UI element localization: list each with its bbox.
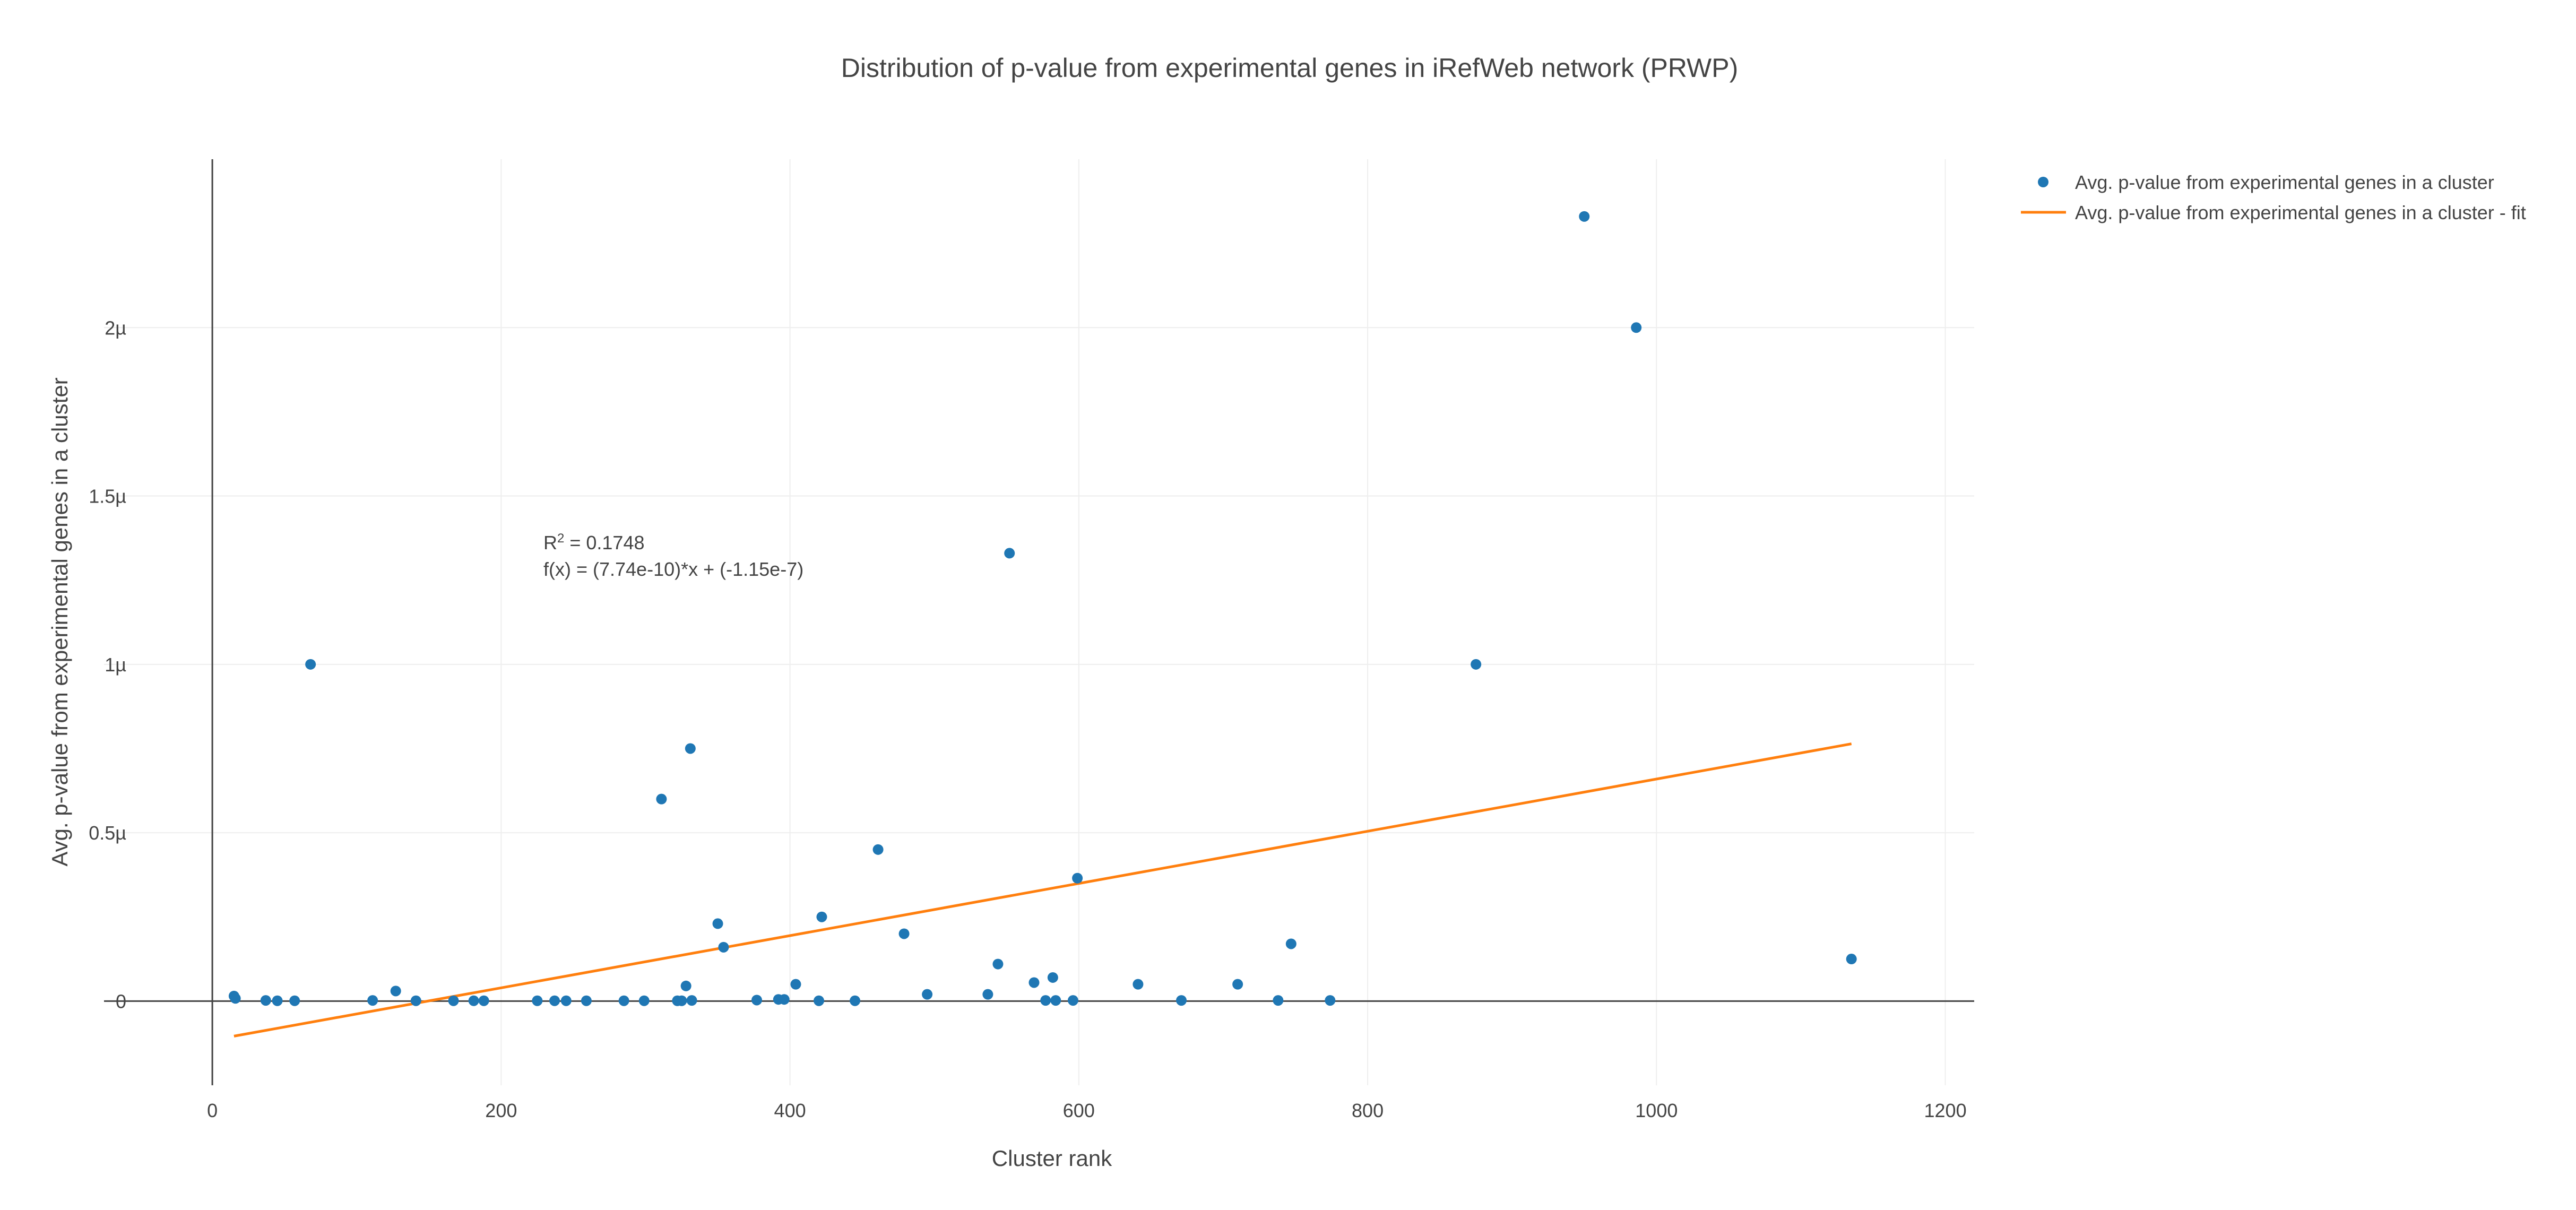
data-point[interactable] — [410, 995, 421, 1006]
data-point[interactable] — [638, 995, 650, 1006]
data-point[interactable] — [1325, 995, 1336, 1006]
x-tick-label: 200 — [485, 1100, 517, 1121]
data-point[interactable] — [468, 995, 479, 1006]
legend: Avg. p-value from experimental genes in … — [2021, 171, 2526, 223]
r-squared-value: = 0.1748 — [564, 532, 644, 554]
data-point[interactable] — [1067, 995, 1078, 1006]
data-point[interactable] — [898, 928, 910, 939]
data-point[interactable] — [680, 980, 691, 991]
data-point[interactable] — [1285, 938, 1296, 949]
data-point[interactable] — [1631, 322, 1642, 333]
legend-item-fit[interactable]: Avg. p-value from experimental genes in … — [2021, 202, 2526, 223]
data-point[interactable] — [581, 995, 592, 1006]
data-point[interactable] — [992, 958, 1004, 970]
x-tick-label: 1000 — [1635, 1100, 1678, 1121]
data-point[interactable] — [390, 986, 401, 997]
x-gridlines — [500, 159, 1946, 1085]
data-point[interactable] — [532, 995, 543, 1006]
y-tick-label: 0 — [116, 990, 126, 1012]
legend-marker-points — [2038, 177, 2048, 187]
data-point[interactable] — [367, 995, 378, 1006]
data-point[interactable] — [779, 994, 790, 1005]
data-point[interactable] — [922, 989, 933, 1000]
data-point[interactable] — [718, 941, 729, 953]
y-axis-title: Avg. p-value from experimental genes in … — [47, 377, 72, 866]
chart-title: Distribution of p-value from experimenta… — [841, 53, 1739, 83]
data-point[interactable] — [850, 995, 861, 1006]
x-tick-labels: 0 200 400 600 800 1000 1200 — [207, 1100, 1967, 1121]
data-point[interactable] — [1579, 211, 1590, 222]
x-tick-label: 600 — [1063, 1100, 1095, 1121]
data-point[interactable] — [1047, 972, 1058, 983]
data-point[interactable] — [305, 659, 316, 670]
r-squared-superscript: 2 — [557, 531, 564, 546]
y-tick-label: 0.5µ — [89, 822, 126, 844]
data-point[interactable] — [676, 995, 687, 1006]
data-point[interactable] — [448, 995, 459, 1006]
data-point[interactable] — [1273, 995, 1284, 1006]
data-point[interactable] — [272, 995, 283, 1006]
fit-equation-annotation: f(x) = (7.74e-10)*x + (-1.15e-7) — [543, 558, 803, 580]
data-point[interactable] — [1004, 548, 1015, 559]
fit-line — [234, 742, 1852, 1038]
data-point[interactable] — [982, 989, 993, 1000]
y-tick-labels: 0 0.5µ 1µ 1.5µ 2µ — [89, 317, 126, 1012]
x-tick-label: 800 — [1352, 1100, 1384, 1121]
x-axis-title: Cluster rank — [992, 1146, 1112, 1171]
x-tick-label: 1200 — [1924, 1100, 1967, 1121]
scatter-series — [228, 211, 1857, 1006]
data-point[interactable] — [1028, 977, 1040, 988]
data-point[interactable] — [1176, 995, 1187, 1006]
data-point[interactable] — [549, 995, 560, 1006]
fit-series — [234, 742, 1852, 1038]
data-point[interactable] — [1232, 979, 1243, 990]
data-point[interactable] — [656, 793, 667, 805]
data-point[interactable] — [1471, 659, 1482, 670]
data-point[interactable] — [1846, 954, 1857, 965]
data-point[interactable] — [260, 995, 271, 1006]
y-gridlines — [104, 327, 1974, 834]
r-squared-annotation: R2 = 0.1748 — [543, 531, 645, 554]
data-point[interactable] — [814, 995, 825, 1006]
data-point[interactable] — [1072, 872, 1083, 884]
data-point[interactable] — [289, 995, 300, 1006]
data-point[interactable] — [560, 995, 572, 1006]
data-point[interactable] — [712, 918, 723, 929]
x-tick-label: 400 — [774, 1100, 806, 1121]
legend-label-points: Avg. p-value from experimental genes in … — [2075, 171, 2494, 193]
y-tick-label: 1.5µ — [89, 486, 126, 507]
data-point[interactable] — [685, 743, 696, 754]
y-tick-label: 2µ — [105, 317, 126, 339]
data-point[interactable] — [751, 995, 762, 1006]
data-point[interactable] — [618, 995, 629, 1006]
y-tick-label: 1µ — [105, 654, 126, 676]
data-point[interactable] — [230, 993, 241, 1004]
data-point[interactable] — [872, 844, 884, 855]
data-point[interactable] — [1040, 995, 1051, 1006]
legend-label-fit: Avg. p-value from experimental genes in … — [2075, 202, 2526, 223]
data-point[interactable] — [686, 995, 697, 1006]
data-point[interactable] — [478, 995, 489, 1006]
data-point[interactable] — [816, 911, 827, 922]
r-squared-prefix: R — [543, 532, 557, 554]
data-point[interactable] — [790, 979, 801, 990]
data-point[interactable] — [1133, 979, 1144, 990]
x-tick-label: 0 — [207, 1100, 218, 1121]
legend-item-points[interactable]: Avg. p-value from experimental genes in … — [2038, 171, 2494, 193]
data-point[interactable] — [1050, 995, 1061, 1006]
